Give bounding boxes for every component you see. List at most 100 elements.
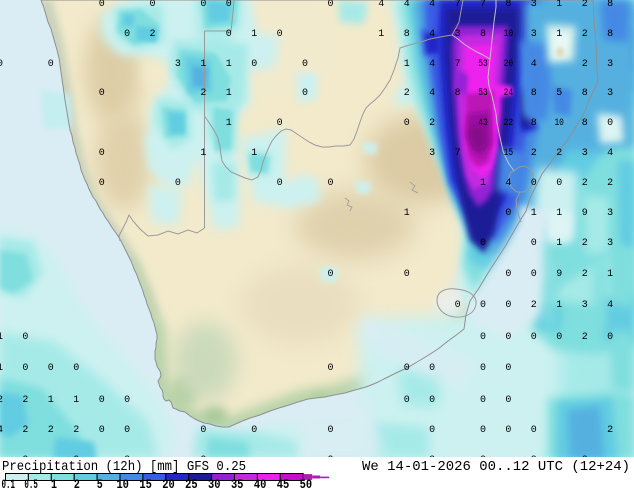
svg-text:0: 0 [480,332,486,343]
svg-text:4: 4 [404,0,410,10]
svg-text:3: 3 [582,148,588,159]
svg-text:4: 4 [378,0,384,10]
svg-text:0: 0 [480,238,486,249]
svg-text:3: 3 [455,29,461,40]
svg-text:2: 2 [607,425,613,436]
svg-text:9: 9 [556,269,562,280]
svg-text:1: 1 [404,59,410,70]
svg-text:3: 3 [607,238,613,249]
svg-text:1: 1 [73,395,79,406]
svg-text:4: 4 [607,300,613,311]
svg-text:0: 0 [582,455,588,466]
svg-text:2: 2 [582,0,588,10]
svg-text:2: 2 [404,88,410,99]
svg-text:0: 0 [505,208,511,219]
svg-text:1: 1 [200,148,206,159]
svg-text:0: 0 [277,29,283,40]
svg-text:8: 8 [455,88,461,99]
svg-text:10: 10 [116,478,129,490]
svg-text:1: 1 [226,88,232,99]
svg-text:0: 0 [429,425,435,436]
svg-text:0: 0 [73,455,79,466]
svg-text:4: 4 [429,29,435,40]
svg-text:0: 0 [277,178,283,189]
svg-text:0: 0 [302,59,308,70]
svg-text:10: 10 [504,29,514,40]
svg-text:0: 0 [124,29,130,40]
svg-text:4: 4 [429,59,435,70]
svg-text:0: 0 [531,425,537,436]
svg-text:9: 9 [582,208,588,219]
svg-text:8: 8 [582,118,588,129]
svg-text:1: 1 [404,208,410,219]
svg-text:4: 4 [505,178,511,189]
svg-text:0: 0 [505,425,511,436]
svg-text:2: 2 [556,148,562,159]
svg-text:1: 1 [378,29,384,40]
svg-text:0: 0 [505,300,511,311]
svg-text:0: 0 [251,59,257,70]
svg-text:0: 0 [404,118,410,129]
svg-text:3: 3 [175,59,181,70]
svg-text:We 14-01-2026 00..12 UTC (12+2: We 14-01-2026 00..12 UTC (12+24) [362,459,630,475]
svg-text:15: 15 [504,148,514,159]
svg-text:1: 1 [607,269,613,280]
svg-text:1: 1 [556,29,562,40]
svg-text:0: 0 [429,455,435,466]
svg-text:0: 0 [327,363,333,374]
svg-text:3: 3 [531,29,537,40]
svg-text:3: 3 [531,0,537,10]
svg-text:0: 0 [327,178,333,189]
svg-text:0: 0 [505,332,511,343]
svg-text:30: 30 [208,478,221,490]
svg-text:8: 8 [607,29,613,40]
svg-text:43: 43 [478,118,488,129]
svg-text:45: 45 [277,478,290,490]
svg-text:8: 8 [531,118,537,129]
svg-text:0: 0 [124,395,130,406]
svg-text:0: 0 [124,455,130,466]
svg-text:0: 0 [404,363,410,374]
svg-text:4: 4 [429,88,435,99]
svg-text:1: 1 [556,208,562,219]
svg-text:0: 0 [505,363,511,374]
svg-text:3: 3 [607,88,613,99]
svg-text:0: 0 [251,425,257,436]
svg-text:2: 2 [607,178,613,189]
svg-text:8: 8 [404,29,410,40]
svg-text:1: 1 [0,332,3,343]
svg-text:0: 0 [48,59,54,70]
svg-text:2: 2 [582,332,588,343]
svg-text:4: 4 [607,148,613,159]
svg-text:20: 20 [504,59,514,70]
svg-text:0.1: 0.1 [1,478,15,490]
svg-text:1: 1 [226,59,232,70]
svg-text:0: 0 [0,59,3,70]
svg-text:2: 2 [0,395,3,406]
svg-text:0: 0 [556,178,562,189]
svg-text:1: 1 [480,178,486,189]
svg-text:2: 2 [22,425,28,436]
svg-text:1: 1 [48,395,54,406]
svg-text:4: 4 [0,425,3,436]
svg-text:2: 2 [429,118,435,129]
svg-text:0: 0 [327,425,333,436]
svg-text:0: 0 [480,425,486,436]
svg-text:0: 0 [429,395,435,406]
svg-text:0: 0 [531,238,537,249]
svg-text:40: 40 [254,478,267,490]
svg-text:1: 1 [200,59,206,70]
svg-text:0: 0 [607,118,613,129]
svg-text:0: 0 [124,425,130,436]
svg-text:0: 0 [531,269,537,280]
svg-text:1: 1 [251,148,257,159]
svg-text:0: 0 [505,395,511,406]
svg-text:0: 0 [226,29,232,40]
svg-text:0: 0 [200,0,206,10]
svg-text:8: 8 [531,88,537,99]
svg-text:0: 0 [200,425,206,436]
svg-text:0: 0 [429,363,435,374]
svg-text:50: 50 [300,478,313,490]
svg-text:3: 3 [582,300,588,311]
svg-text:25: 25 [185,478,198,490]
